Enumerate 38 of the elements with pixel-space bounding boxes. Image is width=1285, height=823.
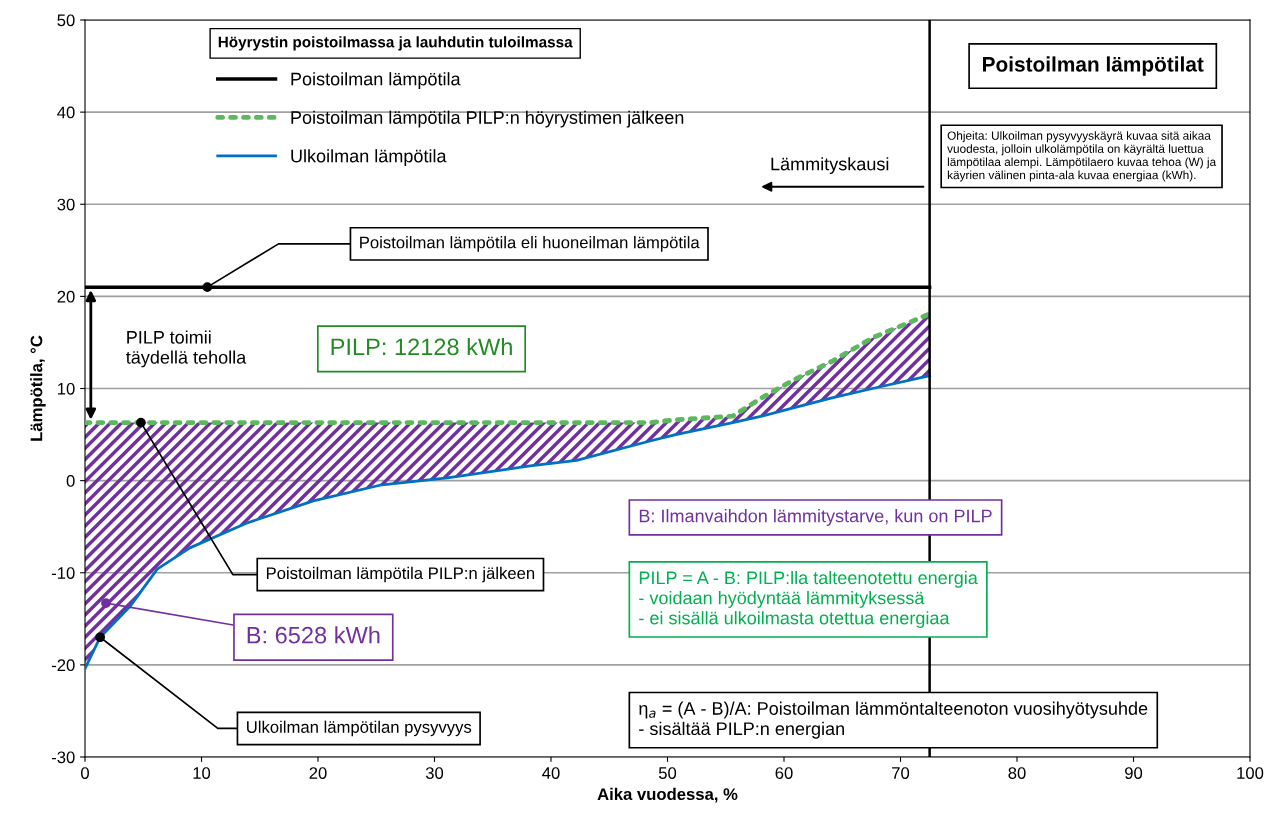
annotation: B: 6528 kWh [247,626,380,644]
y-tick-label: -30 [51,751,75,764]
x-tick-label: 30 [425,767,444,779]
annotation: η$_{a}$ = (A - B)/A: Poistoilman lämmöntalteenoton vuosihyötysuhde - sisältää PILP:n energian [639,701,1148,739]
y-tick-label: -20 [51,659,75,672]
annotation: Poistoilman lämpötila eli huoneilman lämpötila [360,236,700,252]
x-tick-label: 10 [193,767,211,779]
annotation: PILP: 12128 kWh [331,337,512,356]
x-tick-label: 90 [1125,767,1143,779]
text: Poistoilman lämpötilat [983,56,1204,76]
annotation: Lämmityskausi [771,157,889,174]
x-tick-label: 70 [892,767,910,779]
x-axis-title: Aika vuodessa, % [597,787,738,803]
y-axis-title: Lämpötila, °C [30,335,46,441]
legend-label: Poistoilman lämpötila PILP:n höyrystimen jälkeen [291,110,684,128]
x-tick-label: 60 [775,767,793,779]
legend-label: Ulkoilman lämpötila [291,149,447,166]
annotation: PILP toimii täydellä teholla [126,330,247,368]
annotation: B: Ilmanvaihdon lämmitystarve, kun on PILP [639,509,992,526]
annotation: Ulkoilman lämpötilan pysyvyys [247,720,472,737]
x-tick-label: 80 [1008,767,1026,779]
annotation: Poistoilman lämpötila PILP:n jälkeen [266,566,535,583]
x-tick-label: 100 [1237,767,1264,779]
annotation: PILP = A - B: PILP:lla talteenotettu energia - voidaan hyödyntää lämmityksessä - ei sisällä ulkoilmasta otettua energiaa [639,570,978,628]
y-tick-label: -10 [51,567,75,579]
x-tick-label: 0 [81,767,89,779]
y-tick-label: 10 [58,382,75,395]
y-tick-label: 40 [57,106,75,119]
x-tick-label: 20 [309,767,327,779]
y-tick-label: 50 [57,14,75,27]
x-tick-label: 40 [542,767,560,779]
x-tick-label: 50 [658,767,677,779]
y-tick-label: 20 [57,290,75,303]
y-tick-label: 0 [66,475,75,487]
legend-title: Höyrystin poistoilmassa ja lauhdutin tuloilmassa [218,36,573,51]
legend-label: Poistoilman lämpötila [291,72,461,89]
annotation: Ohjeita: Ulkoilman pysyvyyskäyrä kuvaa sitä aikaa vuodesta, jolloin ulkolämpötila on käyrältä luettua lämpötilaa alempi. Lämpötilaero kuvaa tehoa (W) ja käyrien välinen pinta-ala kuvaa energiaa (kWh). [947,131,1217,182]
y-tick-label: 30 [57,198,75,211]
